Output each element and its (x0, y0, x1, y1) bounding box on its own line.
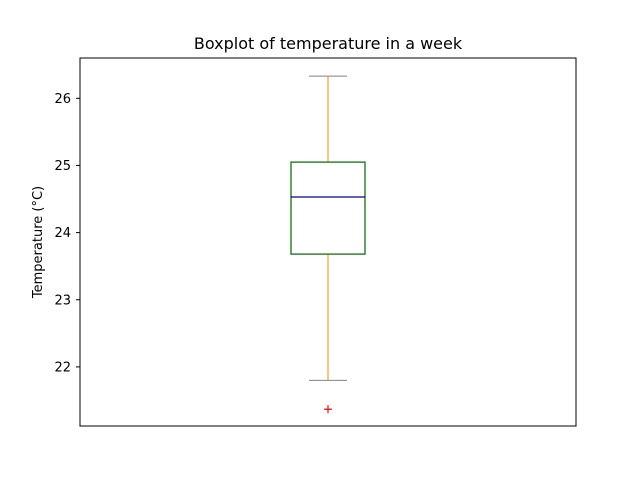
y-tick-label: 22 (54, 360, 71, 375)
y-axis-label: Temperature (°C) (31, 186, 46, 299)
chart-title: Boxplot of temperature in a week (194, 34, 463, 53)
plot-frame (79, 57, 577, 427)
y-tick-label: 24 (54, 226, 71, 241)
iqr-box (290, 161, 366, 255)
y-tick-label: 23 (54, 293, 71, 308)
y-tick-label: 25 (54, 159, 71, 174)
plot-area: 22 23 24 25 26 (54, 57, 577, 427)
y-tick-label: 26 (54, 92, 71, 107)
